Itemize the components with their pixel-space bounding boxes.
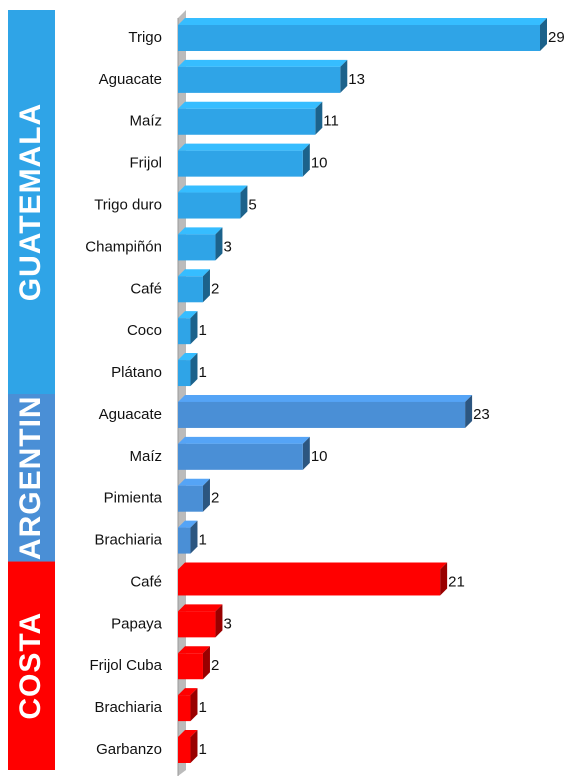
value-label: 2 <box>211 657 219 674</box>
category-label: Brachiaria <box>94 532 162 549</box>
category-label: Aguacate <box>99 406 162 423</box>
bar <box>178 234 216 261</box>
bar-top <box>178 59 348 67</box>
category-label: Frijol Cuba <box>89 657 162 674</box>
bar-side <box>215 604 223 638</box>
value-label: 21 <box>448 573 465 590</box>
bar <box>178 401 466 428</box>
bar-side <box>202 269 210 303</box>
bar-side <box>315 101 323 135</box>
value-label: 1 <box>198 699 206 716</box>
bar-top <box>178 604 223 612</box>
bar <box>178 192 241 219</box>
value-label: 1 <box>198 741 206 758</box>
bar-top <box>178 562 448 570</box>
bar-top <box>178 269 210 277</box>
bar <box>178 276 203 303</box>
category-label: Papaya <box>111 615 163 632</box>
category-label: Coco <box>127 322 162 339</box>
category-label: Café <box>130 280 162 297</box>
group-label: GUATEMALA <box>14 103 47 301</box>
group-label: COSTA <box>14 612 47 720</box>
bar-side <box>302 143 310 177</box>
bar <box>178 25 540 51</box>
bar-top <box>178 646 210 654</box>
category-label: Pimienta <box>104 490 163 507</box>
bar-top <box>178 227 223 235</box>
bar-side <box>465 394 473 428</box>
category-label: Trigo <box>128 29 162 46</box>
bar-side <box>190 353 198 387</box>
value-label: 10 <box>311 448 328 465</box>
bar-side <box>202 478 210 512</box>
group-label: ARGENTIN <box>14 395 47 560</box>
bar-top <box>178 185 248 193</box>
bar-side <box>540 18 547 51</box>
group-band <box>8 10 55 394</box>
category-label: Brachiaria <box>94 699 162 716</box>
bar-side <box>190 730 198 763</box>
category-label: Champiñón <box>85 238 162 255</box>
bar-top <box>178 394 473 402</box>
bar-side <box>302 436 310 470</box>
bar-side <box>190 688 198 722</box>
value-label: 1 <box>198 532 206 549</box>
bar-top <box>178 730 198 737</box>
bar <box>178 360 191 387</box>
value-label: 5 <box>248 196 256 213</box>
bar-side <box>190 520 198 554</box>
value-label: 10 <box>311 155 328 172</box>
value-label: 13 <box>348 71 365 88</box>
group-band <box>8 394 55 562</box>
bar-top <box>178 436 310 444</box>
value-label: 3 <box>223 238 231 255</box>
bar-side <box>240 185 248 219</box>
bar-top <box>178 18 547 25</box>
value-label: 3 <box>223 615 231 632</box>
bar-top <box>178 520 198 528</box>
bar-top <box>178 101 323 109</box>
bar <box>178 611 216 638</box>
bar-side <box>190 311 198 345</box>
bar <box>178 66 341 93</box>
bar <box>178 569 441 596</box>
bar <box>178 485 203 512</box>
value-label: 1 <box>198 322 206 339</box>
bar <box>178 108 316 135</box>
value-label: 2 <box>211 490 219 507</box>
category-label: Maíz <box>129 448 162 465</box>
group-band <box>8 561 55 770</box>
bar <box>178 653 203 680</box>
bar-top <box>178 311 198 319</box>
value-label: 29 <box>548 29 565 46</box>
bar-top <box>178 143 310 151</box>
value-label: 23 <box>473 406 490 423</box>
category-label: Frijol <box>130 155 163 172</box>
bar <box>178 443 303 470</box>
bar-side <box>202 646 210 680</box>
bar <box>178 695 191 722</box>
category-label: Café <box>130 573 162 590</box>
category-label: Trigo duro <box>94 196 162 213</box>
category-label: Aguacate <box>99 71 162 88</box>
category-label: Maíz <box>129 113 162 130</box>
value-label: 11 <box>323 113 339 130</box>
bar <box>178 737 191 763</box>
bar-side <box>215 227 223 261</box>
category-label: Garbanzo <box>96 741 162 758</box>
bar-side <box>340 59 348 93</box>
bar-top <box>178 353 198 361</box>
bar-side <box>440 562 448 596</box>
bar-top <box>178 688 198 696</box>
value-label: 1 <box>198 364 206 381</box>
bar <box>178 318 191 345</box>
bar-top <box>178 478 210 486</box>
category-label: Plátano <box>111 364 162 381</box>
bar <box>178 527 191 554</box>
bar <box>178 150 303 177</box>
value-label: 2 <box>211 280 219 297</box>
